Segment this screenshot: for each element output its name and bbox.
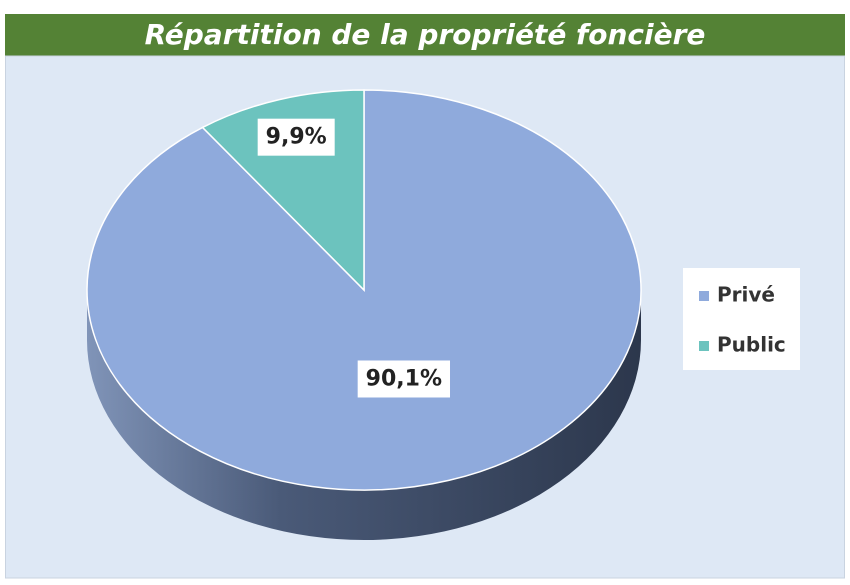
pie [86, 89, 642, 540]
title-bar [5, 14, 845, 56]
data-label-bg [257, 118, 335, 156]
chart-title: Répartition de la propriété foncière [145, 18, 706, 51]
pie-side [87, 290, 641, 540]
legend-label: Public [717, 333, 786, 357]
data-label: 9,9% [266, 125, 327, 150]
legend-label: Privé [717, 283, 775, 307]
legend-swatch [699, 291, 709, 301]
legend-swatch [699, 341, 709, 351]
legend [683, 268, 800, 370]
data-label: 90,1% [366, 366, 442, 391]
data-label-bg [357, 360, 451, 398]
